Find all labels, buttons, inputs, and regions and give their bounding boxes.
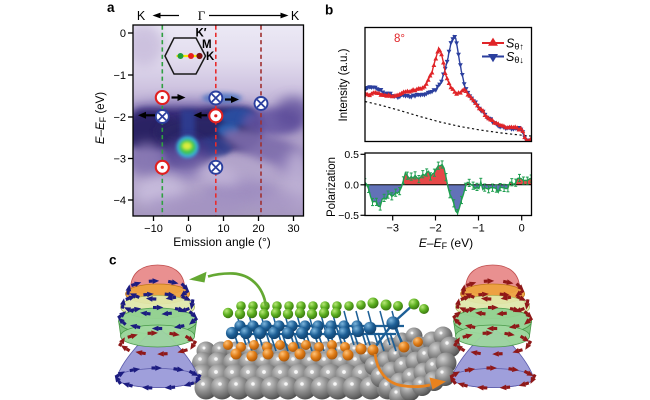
svg-text:20: 20 xyxy=(252,223,264,235)
svg-text:−1: −1 xyxy=(113,70,126,82)
svg-text:0: 0 xyxy=(185,223,191,235)
svg-text:−3: −3 xyxy=(113,154,126,166)
svg-text:a: a xyxy=(107,0,115,15)
svg-text:30: 30 xyxy=(287,223,299,235)
svg-text:c: c xyxy=(109,253,117,268)
svg-text:Intensity (a.u.): Intensity (a.u.) xyxy=(338,48,350,121)
svg-text:−2: −2 xyxy=(429,223,442,235)
svg-text:8°: 8° xyxy=(394,33,405,45)
svg-text:M: M xyxy=(202,39,212,51)
svg-text:K: K xyxy=(206,51,215,63)
svg-text:−3: −3 xyxy=(386,223,399,235)
svg-text:Sθ↑: Sθ↑ xyxy=(506,37,524,52)
svg-text:b: b xyxy=(325,3,333,18)
svg-text:−1: −1 xyxy=(472,223,485,235)
svg-text:K: K xyxy=(291,9,300,23)
svg-text:−0.5: −0.5 xyxy=(338,210,359,222)
svg-text:0.5: 0.5 xyxy=(344,149,359,161)
svg-text:0.0: 0.0 xyxy=(344,180,359,192)
svg-text:E–EF (eV): E–EF (eV) xyxy=(95,92,108,144)
svg-text:0: 0 xyxy=(519,223,525,235)
svg-text:Γ: Γ xyxy=(198,8,206,23)
svg-text:−4: −4 xyxy=(113,195,126,207)
svg-text:K: K xyxy=(137,9,146,23)
svg-text:−2: −2 xyxy=(113,112,126,124)
svg-text:10: 10 xyxy=(217,223,229,235)
svg-text:Emission angle (°): Emission angle (°) xyxy=(173,235,271,249)
svg-text:Sθ↓: Sθ↓ xyxy=(506,50,524,65)
svg-text:K′: K′ xyxy=(196,28,207,40)
svg-text:Polarization: Polarization xyxy=(326,157,338,217)
svg-text:0: 0 xyxy=(120,28,126,40)
svg-text:−10: −10 xyxy=(144,223,163,235)
svg-text:E–EF (eV): E–EF (eV) xyxy=(419,236,473,251)
